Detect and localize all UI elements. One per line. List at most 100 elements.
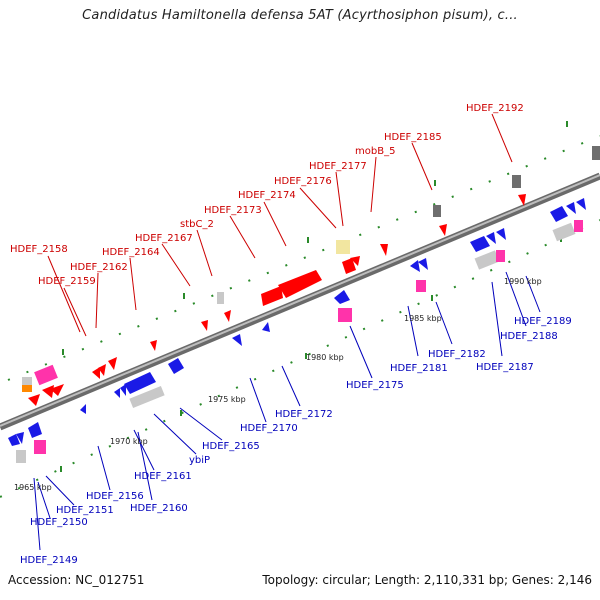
gene-arrow [278,270,322,298]
gene-block [433,205,441,217]
gene-arrow [486,232,496,244]
gene-label[interactable]: HDEF_2175 [346,380,404,391]
chromosome-backbone [0,172,600,431]
gene-block [512,175,521,188]
scale-label: 1970 kbp [110,437,148,446]
gene-label[interactable]: HDEF_2170 [240,423,298,434]
gene-arrow [168,358,184,374]
gene-label[interactable]: HDEF_2174 [238,190,296,201]
gene-block [34,440,46,454]
gene-label[interactable]: HDEF_2173 [204,205,262,216]
scale-label: 1985 kbp [404,314,442,323]
gene-arrow [80,404,86,414]
gene-label[interactable]: HDEF_2165 [202,441,260,452]
gene-arrow [201,320,208,331]
gene-label[interactable]: HDEF_2172 [275,409,333,420]
gene-label[interactable]: HDEF_2181 [390,363,448,374]
gene-arrow [342,258,356,274]
gene-arrow [16,432,24,444]
gene-arrow [470,236,490,252]
gene-label[interactable]: HDEF_2167 [135,233,193,244]
gene-arrow [334,290,350,304]
gene-label[interactable]: HDEF_2161 [134,471,192,482]
forward-gene-labels: HDEF_2158 HDEF_2159 HDEF_2162 HDEF_2164 … [10,103,524,287]
gene-label[interactable]: HDEF_2149 [20,555,78,566]
scale-label: 1965 kbp [14,483,52,492]
gene-label[interactable]: HDEF_2185 [384,132,442,143]
gene-block [416,280,426,292]
forward-gene-glyphs [22,146,600,406]
tick-track-upper-major [62,121,568,355]
gene-arrow [42,385,54,398]
gene-arrow [262,322,270,332]
reverse-gene-labels: HDEF_2149 HDEF_2150 HDEF_2151 HDEF_2156 … [20,316,572,566]
gene-label[interactable]: mobB_5 [355,146,395,157]
gene-arrow [224,310,231,322]
gene-block [496,250,505,262]
gene-arrow [28,394,40,406]
accession-text: Accession: NC_012751 [8,573,145,587]
gene-arrow [8,434,20,446]
gene-arrow [418,258,428,270]
gene-label[interactable]: HDEF_2151 [56,505,114,516]
reverse-leader-lines [33,271,541,551]
gene-arrow [550,206,568,222]
gene-label[interactable]: HDEF_2182 [428,349,486,360]
gene-label[interactable]: HDEF_2162 [70,262,128,273]
gene-block [34,364,58,386]
gene-arrow [98,364,106,376]
gene-block [574,220,583,232]
gene-block [592,146,600,160]
gene-block [552,222,576,242]
gene-arrow [518,194,526,206]
gene-label[interactable]: HDEF_2156 [86,491,144,502]
gene-arrow [124,372,156,394]
reverse-gene-glyphs [8,198,586,463]
gene-arrow [439,224,447,236]
scale-label: 1975 kbp [208,395,246,404]
gene-label[interactable]: HDEF_2177 [309,161,367,172]
scale-labels: 1965 kbp 1970 kbp 1975 kbp 1980 kbp 1985… [14,277,542,492]
gene-arrow [410,260,420,272]
gene-block [16,450,26,463]
gene-arrow [350,256,360,266]
gene-label[interactable]: HDEF_2164 [102,247,160,258]
tick-track-upper [7,135,600,381]
scale-label: 1980 kbp [306,353,344,362]
gene-label[interactable]: HDEF_2150 [30,517,88,528]
gene-arrow [261,286,283,306]
gene-label[interactable]: HDEF_2159 [38,276,96,287]
gene-arrow [92,367,100,379]
gene-arrow [576,198,586,210]
gene-label[interactable]: HDEF_2192 [466,103,524,114]
gene-label[interactable]: HDEF_2187 [476,362,534,373]
gene-arrow [150,340,157,351]
gene-label[interactable]: HDEF_2188 [500,331,558,342]
gene-arrow [566,202,576,214]
topology-summary: Topology: circular; Length: 2,110,331 bp… [262,573,592,587]
gene-arrow [380,244,388,256]
gene-arrow [496,228,506,240]
map-title: Candidatus Hamiltonella defensa 5AT (Acy… [82,8,518,23]
gene-label[interactable]: HDEF_2189 [514,316,572,327]
scale-label: 1990 kbp [504,277,542,286]
gene-block [338,308,352,322]
gene-label[interactable]: HDEF_2176 [274,176,332,187]
gene-block [474,250,500,270]
gene-block [22,377,32,385]
gene-arrow [50,384,64,396]
gene-block [336,240,350,254]
gene-block [129,385,165,409]
gene-label[interactable]: ybiP [189,455,210,466]
gene-arrow [108,357,117,370]
gene-arrow [120,384,126,396]
forward-leader-lines [47,113,513,337]
gene-block [217,292,224,304]
gene-label[interactable]: HDEF_2160 [130,503,188,514]
gene-block [22,385,32,392]
gene-label[interactable]: stbC_2 [180,219,214,230]
gene-label[interactable]: HDEF_2158 [10,244,68,255]
gene-arrow [28,422,42,438]
gene-arrow [232,334,242,346]
